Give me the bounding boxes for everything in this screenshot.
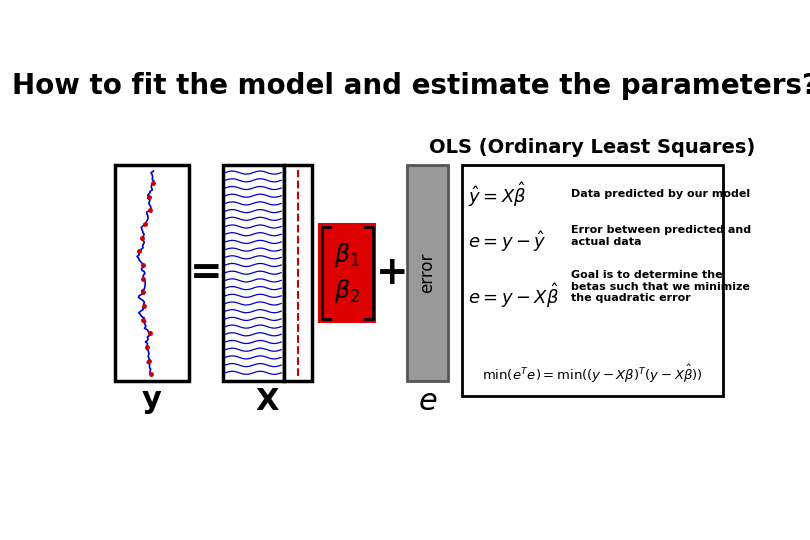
Bar [115,165,189,381]
Bar [318,222,377,323]
Text: +: + [376,254,408,292]
Text: $e$: $e$ [418,387,437,416]
Text: OLS (Ordinary Least Squares): OLS (Ordinary Least Squares) [429,138,756,157]
Text: error: error [419,253,437,293]
Text: Goal is to determine the
betas such that we minimize
the quadratic error: Goal is to determine the betas such that… [571,270,750,303]
Bar [407,165,448,381]
Text: $e = y - X\hat{\beta}$: $e = y - X\hat{\beta}$ [468,281,559,310]
Bar [223,165,284,381]
Text: How to fit the model and estimate the parameters?: How to fit the model and estimate the pa… [12,72,810,100]
Bar [462,165,723,396]
Text: $\min(e^T e) = \min((y - X\beta)^T (y - X\hat{\beta}))$: $\min(e^T e) = \min((y - X\beta)^T (y - … [482,363,702,386]
Text: $e = y - \hat{y}$: $e = y - \hat{y}$ [468,230,547,254]
Text: =: = [190,254,222,292]
Text: $\beta_1$: $\beta_1$ [335,241,360,269]
Text: $\beta_2$: $\beta_2$ [335,276,360,305]
Text: $\mathbf{y}$: $\mathbf{y}$ [142,387,163,416]
Text: $\hat{y} = X\hat{\beta}$: $\hat{y} = X\hat{\beta}$ [468,180,526,208]
Bar [284,165,312,381]
Text: Error between predicted and
actual data: Error between predicted and actual data [571,225,752,247]
Text: Data predicted by our model: Data predicted by our model [571,189,750,199]
Text: $\mathbf{X}$: $\mathbf{X}$ [255,387,280,416]
